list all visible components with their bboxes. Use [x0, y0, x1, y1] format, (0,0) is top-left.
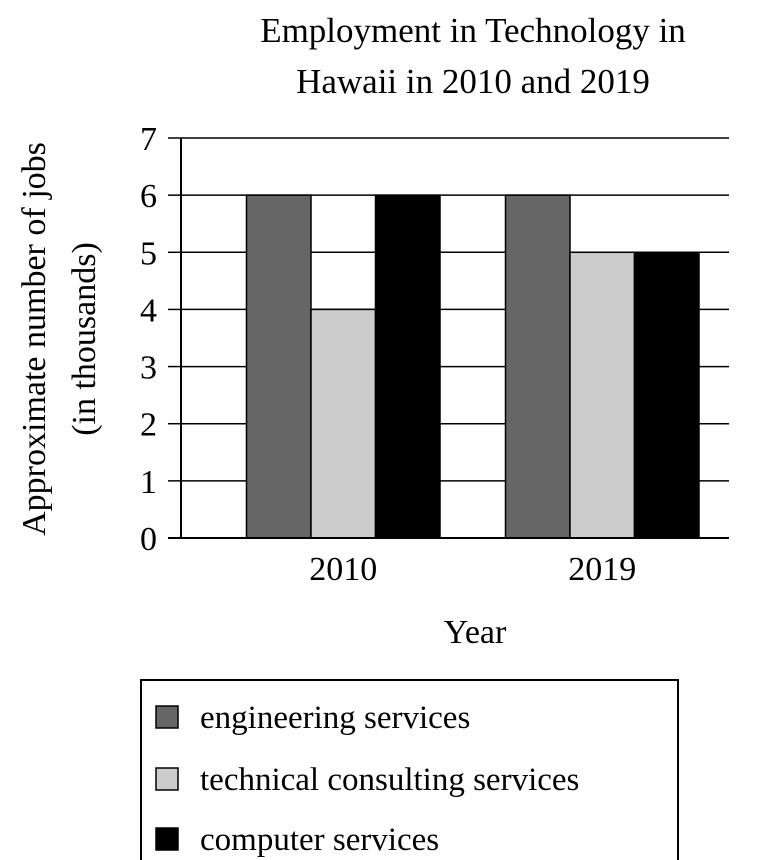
x-axis-label: Year: [444, 614, 507, 651]
legend-swatch-technical-consulting-services: [155, 767, 179, 791]
bar-technical-consulting-services-2010: [310, 308, 377, 539]
y-tick-label: 7: [140, 121, 157, 158]
legend-box: [140, 679, 679, 860]
legend-swatch-computer-services: [155, 827, 179, 851]
axes: [168, 138, 729, 539]
chart-title-line-2: Hawaii in 2010 and 2019: [296, 62, 650, 101]
x-tick-label: 2019: [568, 551, 636, 588]
y-tick-label: 3: [140, 350, 157, 387]
y-axis-label-line-2: (in thousands): [66, 242, 103, 436]
y-tick-label: 0: [140, 521, 157, 558]
y-tick-labels: 0 1 2 3 4 5 6 7: [140, 121, 157, 558]
legend-swatch-engineering-services: [155, 705, 179, 729]
chart-title-line-1: Employment in Technology in: [260, 11, 686, 50]
legend-label-computer-services: computer services: [200, 822, 439, 858]
bars: [245, 194, 700, 539]
legend: engineering services technical consultin…: [140, 679, 679, 860]
y-tick-label: 6: [140, 178, 157, 215]
bar-computer-services-2010: [374, 194, 441, 539]
x-tick-labels: 2010 2019: [309, 551, 636, 588]
bar-engineering-services-2019: [504, 194, 571, 539]
y-tick-label: 5: [140, 235, 157, 272]
bar-technical-consulting-services-2019: [569, 251, 636, 539]
legend-label-engineering-services: engineering services: [200, 700, 470, 736]
y-axis-label-line-1: Approximate number of jobs: [16, 142, 53, 536]
x-tick-label: 2010: [309, 551, 377, 588]
bar-computer-services-2019: [633, 251, 700, 539]
y-tick-label: 2: [140, 407, 157, 444]
legend-label-technical-consulting-services: technical consulting services: [200, 762, 579, 798]
y-tick-label: 1: [140, 464, 157, 501]
bar-engineering-services-2010: [245, 194, 312, 539]
y-tick-label: 4: [140, 292, 157, 329]
